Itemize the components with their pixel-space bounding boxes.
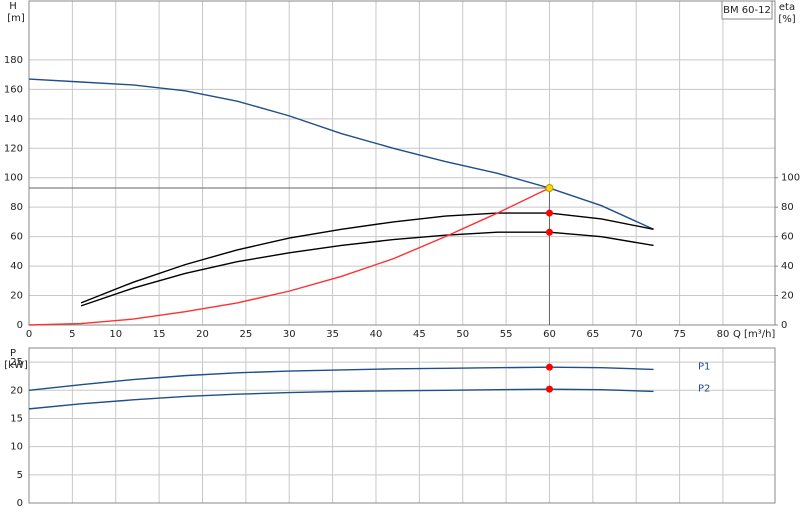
x-tick-label: 55 xyxy=(500,329,513,340)
y-tick-label: 100 xyxy=(4,173,23,184)
x-tick-label: 10 xyxy=(109,329,122,340)
annotation: BM 60-12 xyxy=(723,5,771,16)
y2-tick-label: 40 xyxy=(781,261,794,272)
y2-axis-label: eta xyxy=(779,2,795,13)
line xyxy=(80,231,654,307)
y-tick-label: 0 xyxy=(17,320,23,331)
x-tick-label: 80 xyxy=(717,329,730,340)
y-tick-label: 20 xyxy=(10,385,23,396)
x-tick-label: 0 xyxy=(26,329,32,340)
y2-tick-label: 80 xyxy=(781,202,794,213)
y-axis-label: H xyxy=(9,1,17,12)
x-tick-label: 65 xyxy=(586,329,599,340)
point xyxy=(545,209,553,217)
line xyxy=(80,212,654,304)
y-tick-label: 15 xyxy=(10,413,23,424)
y-axis-label: P xyxy=(10,348,16,359)
series-label: P2 xyxy=(698,383,710,394)
y2-tick-label: 0 xyxy=(781,320,787,331)
plot-area xyxy=(29,348,775,503)
x-axis-label: Q [m³/h] xyxy=(733,329,775,340)
y-tick-label: 140 xyxy=(4,114,23,125)
y-tick-label: 25 xyxy=(10,357,23,368)
x-tick-label: 45 xyxy=(413,329,426,340)
plot-area xyxy=(29,1,775,325)
x-tick-label: 75 xyxy=(673,329,686,340)
point xyxy=(545,184,554,193)
y2-tick-label: 100 xyxy=(781,173,800,184)
y-tick-label: 180 xyxy=(4,55,23,66)
x-tick-label: 70 xyxy=(630,329,643,340)
x-tick-label: 60 xyxy=(543,329,556,340)
y-tick-label: 120 xyxy=(4,143,23,154)
line xyxy=(28,187,550,326)
x-tick-label: 15 xyxy=(153,329,166,340)
y-tick-label: 60 xyxy=(10,232,23,243)
point xyxy=(545,385,553,393)
x-tick-label: 35 xyxy=(326,329,339,340)
y2-axis-unit: [%] xyxy=(778,14,795,25)
point xyxy=(545,228,553,236)
series-label: P1 xyxy=(698,361,710,372)
y-tick-label: 0 xyxy=(17,498,23,509)
point xyxy=(545,363,553,371)
annotation-box xyxy=(721,0,773,20)
y-tick-label: 80 xyxy=(10,202,23,213)
plot-frame xyxy=(28,347,776,504)
y2-tick-label: 20 xyxy=(781,291,794,302)
y-tick-label: 40 xyxy=(10,261,23,272)
y-axis-unit: [kW] xyxy=(4,360,28,371)
x-tick-label: 40 xyxy=(370,329,383,340)
x-tick-label: 5 xyxy=(69,329,75,340)
x-tick-label: 25 xyxy=(239,329,252,340)
y-tick-label: 10 xyxy=(10,442,23,453)
x-tick-label: 50 xyxy=(456,329,469,340)
plot-frame xyxy=(28,0,776,326)
y-axis-unit: [m] xyxy=(7,13,25,24)
x-tick-label: 30 xyxy=(283,329,296,340)
y-tick-label: 20 xyxy=(10,291,23,302)
y-tick-label: 160 xyxy=(4,84,23,95)
y-tick-label: 5 xyxy=(17,470,23,481)
y2-tick-label: 60 xyxy=(781,232,794,243)
x-tick-label: 20 xyxy=(196,329,209,340)
